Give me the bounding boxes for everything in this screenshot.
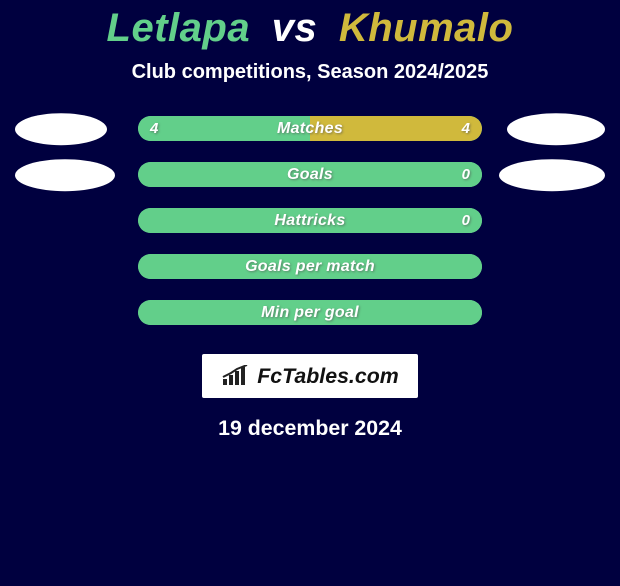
stat-value-left: 4 — [150, 116, 158, 141]
stat-label: Min per goal — [138, 300, 482, 325]
player1-avatar — [15, 113, 107, 145]
player2-avatar — [499, 159, 605, 191]
title-player2: Khumalo — [339, 6, 514, 50]
brand-box: FcTables.com — [202, 354, 418, 398]
comparison-title: Letlapa vs Khumalo — [0, 6, 620, 51]
stat-bar: Hattricks0 — [138, 208, 482, 233]
subtitle-text: Club competitions, Season 2024/2025 — [0, 61, 620, 84]
date-text: 19 december 2024 — [0, 416, 620, 441]
stat-bar: Goals per match — [138, 254, 482, 279]
title-vs: vs — [272, 6, 318, 50]
stat-label: Goals per match — [138, 254, 482, 279]
stat-value-right: 0 — [462, 162, 470, 187]
stat-value-right: 4 — [462, 116, 470, 141]
stat-row: Min per goal — [0, 296, 620, 342]
stat-row: Hattricks0 — [0, 204, 620, 250]
stat-value-right: 0 — [462, 208, 470, 233]
stat-row: Matches4 4 — [0, 112, 620, 158]
stat-label: Goals — [138, 162, 482, 187]
player1-avatar — [15, 159, 115, 191]
title-player1: Letlapa — [107, 6, 251, 50]
stat-bar: Matches4 4 — [138, 116, 482, 141]
stat-label: Matches — [138, 116, 482, 141]
brand-chart-icon — [221, 365, 251, 387]
player2-avatar — [507, 113, 605, 145]
stat-bar: Goals0 — [138, 162, 482, 187]
stats-area: Matches44Goals0Hattricks0Goals per match… — [0, 112, 620, 342]
stat-row: Goals per match — [0, 250, 620, 296]
stat-label: Hattricks — [138, 208, 482, 233]
brand-text: FcTables.com — [257, 364, 398, 389]
stat-row: Goals0 — [0, 158, 620, 204]
stat-bar: Min per goal — [138, 300, 482, 325]
root-container: Letlapa vs Khumalo Club competitions, Se… — [0, 6, 620, 586]
